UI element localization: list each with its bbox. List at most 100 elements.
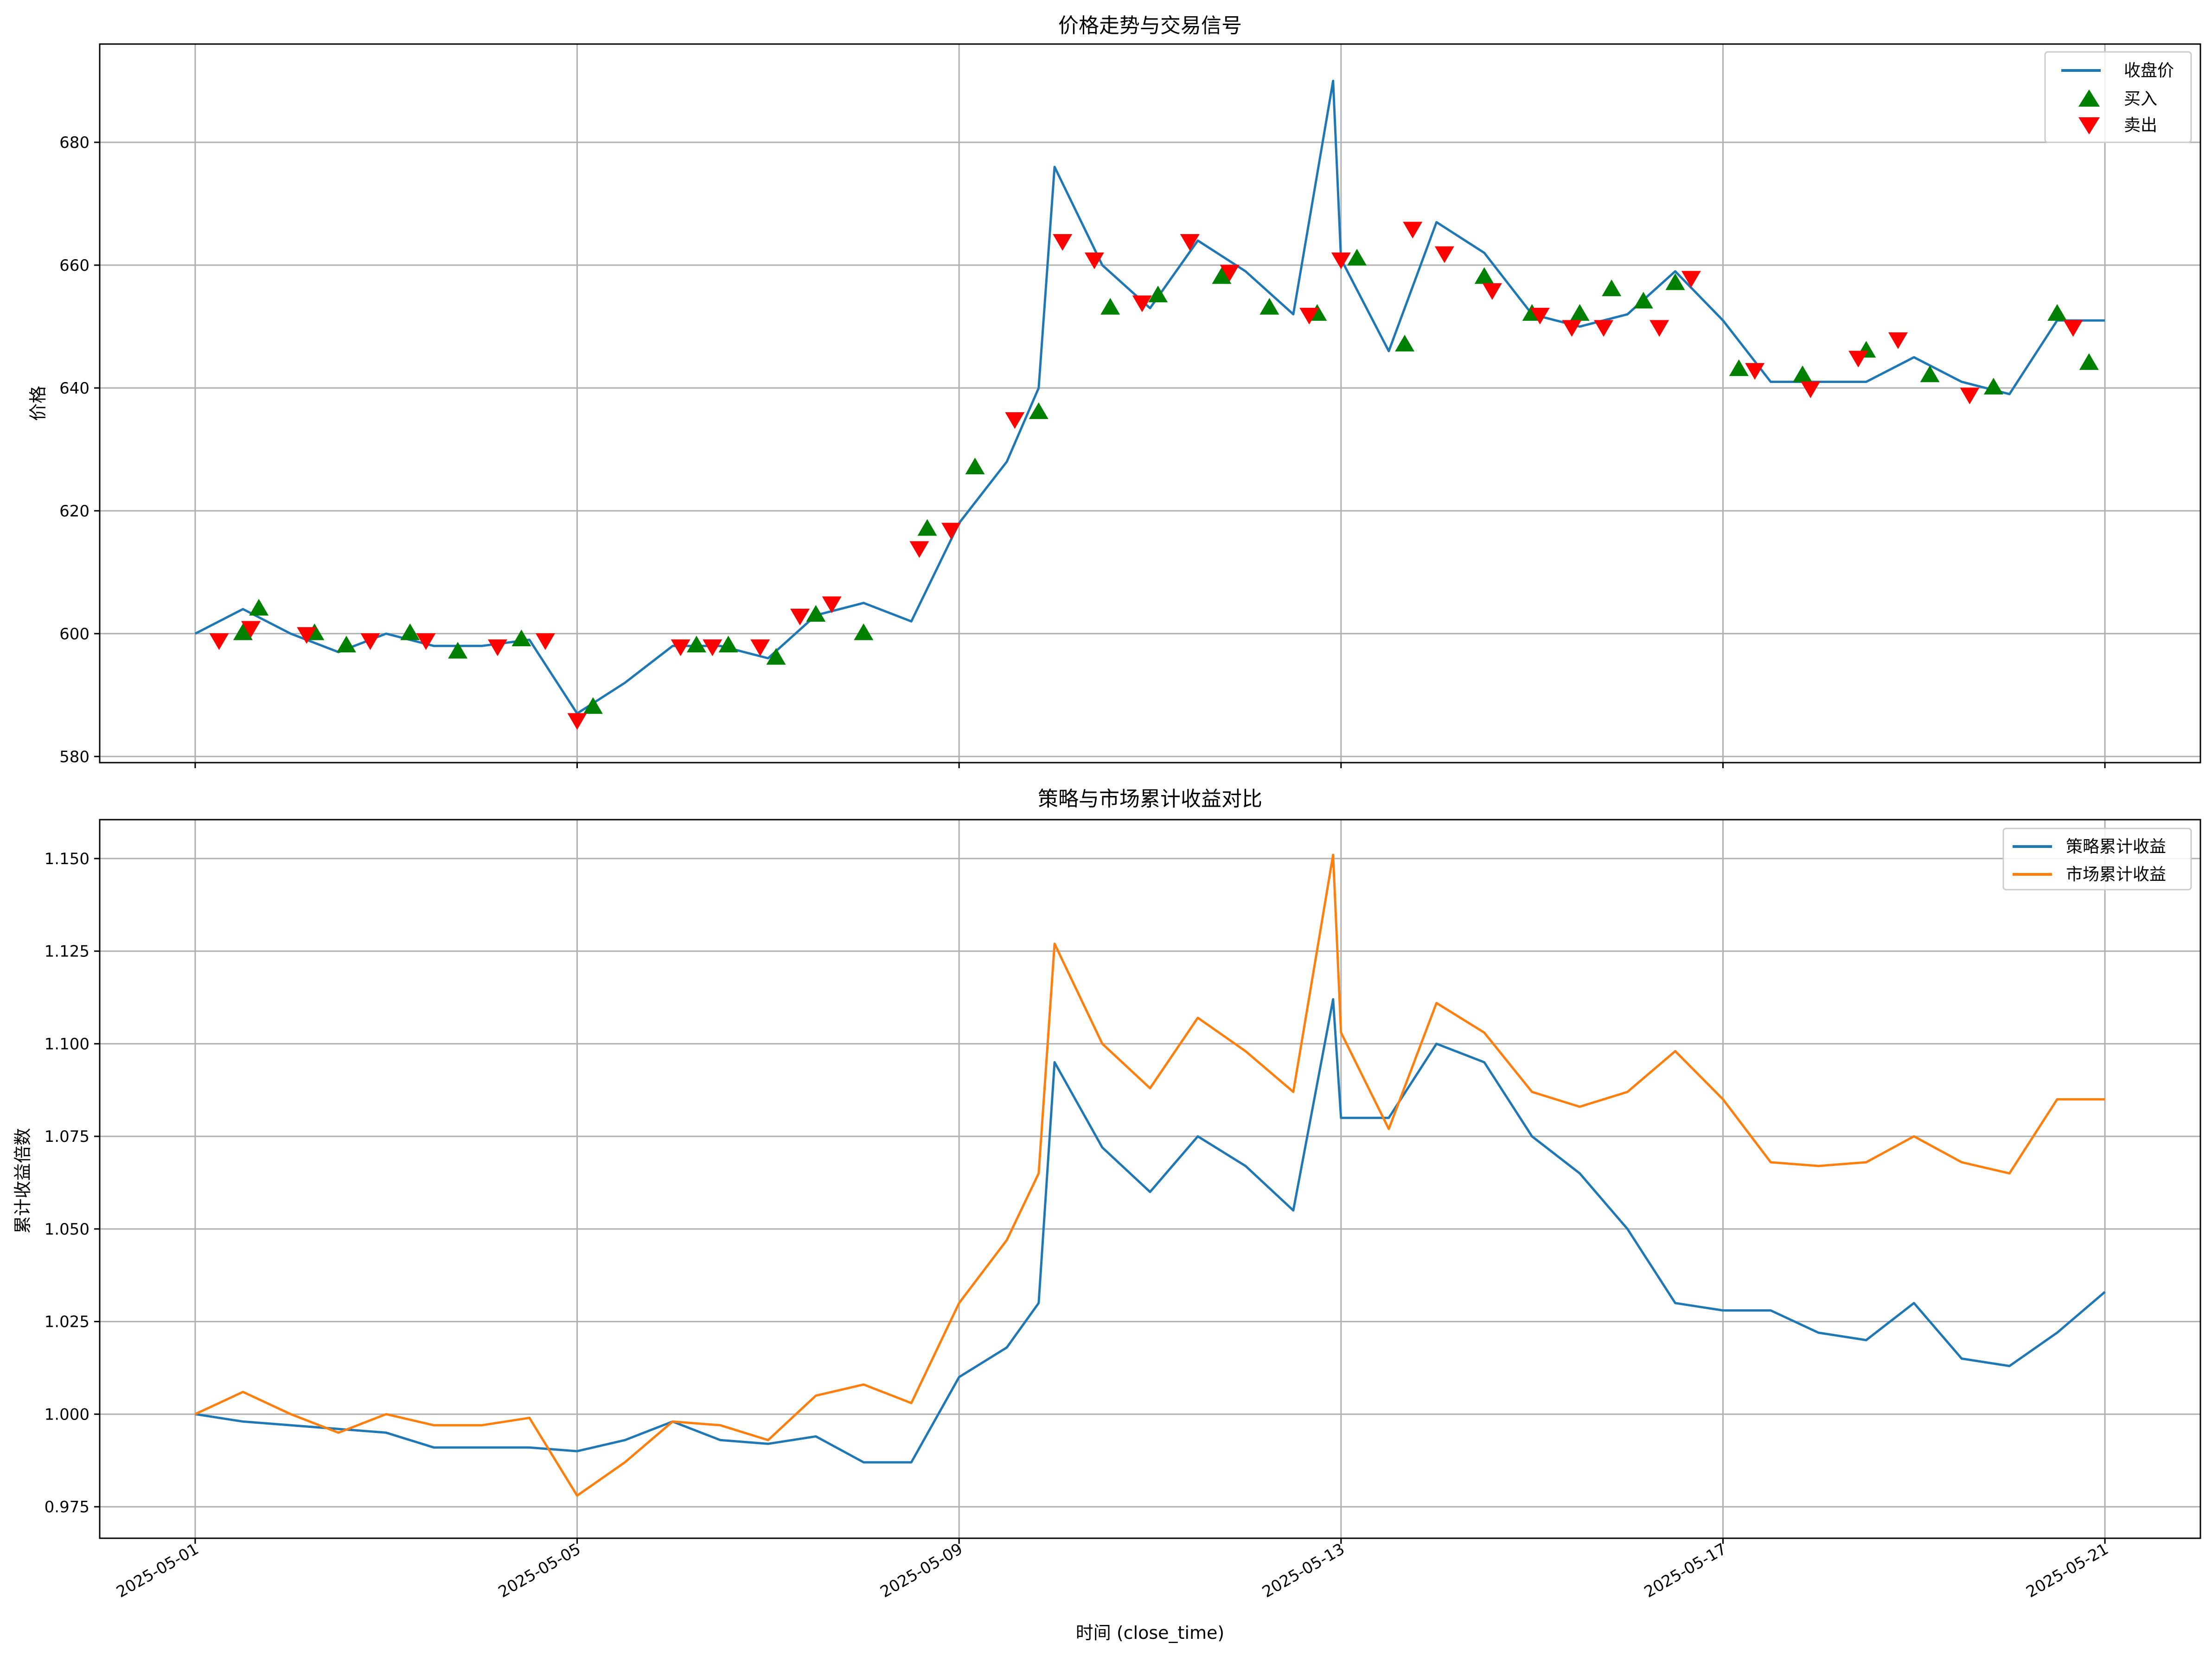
returns-y-axis-label: 累计收益倍数	[13, 1128, 33, 1234]
sell-signal-marker	[1299, 307, 1319, 325]
sell-signal-marker	[297, 627, 317, 644]
y-tick-label: 660	[59, 256, 90, 275]
buy-signal-marker	[1347, 248, 1367, 266]
sell-signal-marker	[822, 596, 842, 613]
x-axis-label: 时间 (close_time)	[1076, 1623, 1224, 1643]
sell-signal-marker	[1888, 332, 1908, 349]
buy-signal-marker	[1395, 335, 1415, 352]
legend-close-label: 收盘价	[2124, 61, 2174, 80]
strategy-return-line	[195, 998, 2106, 1464]
buy-signal-marker	[686, 636, 706, 653]
buy-signal-marker	[1665, 273, 1685, 290]
buy-signal-marker	[1602, 279, 1622, 296]
sell-signal-marker	[1053, 234, 1073, 251]
sell-signal-marker	[1530, 307, 1550, 325]
y-tick-label: 0.975	[45, 1498, 90, 1516]
sell-signal-marker	[209, 633, 229, 650]
buy-signal-marker	[1212, 267, 1232, 284]
sell-signal-marker	[1220, 265, 1240, 282]
sell-signal-marker	[1960, 388, 1980, 405]
buy-signal-marker	[2079, 353, 2099, 370]
y-tick-label: 1.150	[45, 850, 90, 868]
sell-signal-marker	[1745, 363, 1765, 380]
sell-marker-icon	[2078, 117, 2100, 134]
sell-signal-marker	[1005, 412, 1025, 429]
buy-signal-marker	[1633, 292, 1653, 309]
price-ticks: 580 600 620 640 660 680	[59, 134, 2106, 768]
buy-signal-marker	[1100, 298, 1120, 315]
y-tick-label: 1.050	[45, 1220, 90, 1239]
buy-signal-marker	[917, 519, 937, 536]
buy-signal-marker	[1793, 365, 1813, 382]
close-price-line	[194, 80, 2105, 715]
sell-signal-marker	[360, 633, 380, 650]
sell-signal-marker	[1562, 320, 1582, 337]
sell-signal-marker	[487, 639, 507, 656]
buy-signal-marker	[400, 623, 420, 640]
sell-signal-marker	[1681, 271, 1701, 288]
price-chart-title: 价格走势与交易信号	[1058, 14, 1242, 38]
buy-signal-marker	[965, 458, 985, 475]
price-grid	[100, 44, 2200, 763]
y-tick-label: 680	[59, 134, 90, 152]
sell-signal-marker	[671, 639, 690, 656]
sell-signal-marker	[1801, 381, 1821, 398]
sell-signal-marker	[909, 541, 929, 558]
buy-signal-marker	[233, 623, 253, 640]
y-tick-label: 640	[59, 379, 90, 398]
legend-market-label: 市场累计收益	[2066, 865, 2166, 884]
legend-strategy-label: 策略累计收益	[2066, 837, 2166, 856]
legend-sell-label: 卖出	[2124, 116, 2157, 135]
buy-signal-marker	[1570, 304, 1590, 321]
legend-buy-label: 买入	[2124, 89, 2157, 108]
buy-signal-marker	[1729, 359, 1749, 376]
buy-signal-marker	[583, 697, 603, 714]
price-y-axis-label: 价格	[28, 386, 48, 421]
sell-signal-marker	[2063, 320, 2083, 337]
returns-grid	[100, 820, 2200, 1538]
sell-signal-marker	[703, 639, 722, 656]
price-series	[194, 80, 2105, 715]
returns-legend: 策略累计收益 市场累计收益	[2002, 828, 2192, 891]
buy-signal-marker	[1474, 267, 1494, 284]
sell-signal-marker	[1403, 222, 1423, 239]
sell-signal-marker	[1180, 234, 1200, 251]
buy-signal-marker	[336, 636, 356, 653]
buy-signal-marker	[718, 636, 738, 653]
buy-signal-marker	[511, 630, 531, 647]
market-return-line	[194, 853, 2105, 1497]
sell-signal-marker	[1132, 295, 1152, 312]
sell-signal-marker	[567, 713, 587, 730]
sell-signal-marker	[535, 633, 555, 650]
sell-signal-marker	[941, 522, 961, 540]
returns-series	[194, 853, 2106, 1497]
y-tick-label: 1.100	[45, 1035, 90, 1053]
price-plot-frame	[99, 43, 2201, 764]
buy-marker-icon	[2078, 89, 2100, 107]
sell-signal-marker	[416, 633, 436, 650]
sell-signal-marker	[750, 639, 770, 656]
y-tick-label: 1.125	[45, 943, 90, 961]
y-tick-label: 580	[59, 748, 90, 766]
sell-signal-marker	[1482, 283, 1502, 300]
sell-signal-marker	[1649, 320, 1669, 337]
buy-signal-marker	[854, 623, 874, 640]
y-tick-label: 1.025	[45, 1313, 90, 1331]
buy-signal-marker	[806, 605, 826, 622]
sell-signal-marker	[1594, 320, 1614, 337]
sell-signal-marker	[1434, 246, 1454, 263]
returns-plot-frame	[99, 819, 2201, 1539]
trade-signal-markers	[209, 222, 2099, 730]
sell-signal-marker	[241, 621, 261, 638]
buy-signal-marker	[1920, 365, 1940, 382]
sell-signal-marker	[1331, 252, 1351, 269]
sell-signal-marker	[1848, 350, 1868, 368]
price-panel: 价格走势与交易信号 价格 580 600 620 640 660 680 收盘价 买入 卖…	[28, 14, 2201, 768]
buy-signal-marker	[1259, 298, 1279, 315]
sell-signal-marker	[1084, 252, 1104, 269]
y-tick-label: 620	[59, 502, 90, 521]
buy-signal-marker	[2047, 304, 2067, 321]
buy-signal-marker	[1983, 377, 2003, 395]
